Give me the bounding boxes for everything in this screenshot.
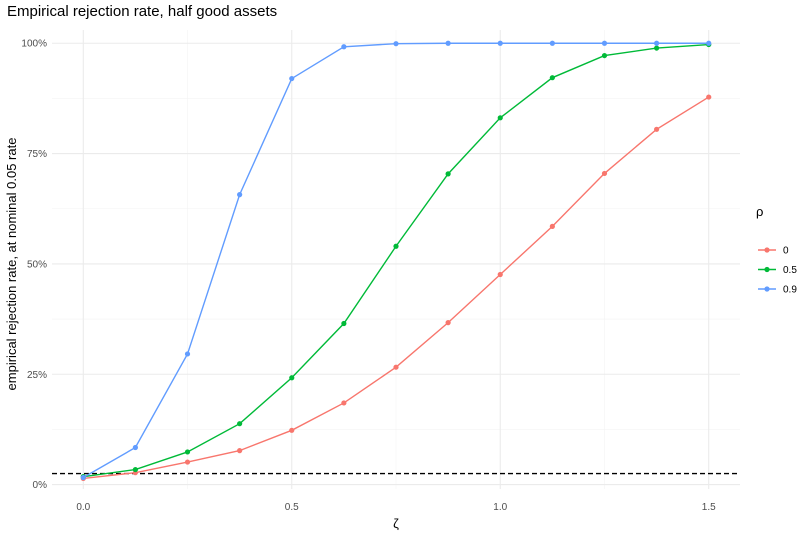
data-point: [549, 223, 555, 229]
data-point: [654, 126, 660, 132]
legend-key-point: [764, 286, 770, 292]
legend-title: ρ: [756, 204, 763, 219]
data-point: [497, 115, 503, 121]
legend-label: 0: [783, 246, 789, 257]
legend-label: 0.9: [783, 285, 797, 296]
series-0.9: [80, 40, 712, 481]
legend-key-point: [764, 247, 770, 253]
data-point: [393, 364, 399, 370]
data-point: [445, 40, 451, 46]
x-axis-title: ζ: [393, 516, 399, 531]
data-point: [706, 94, 712, 100]
data-point: [601, 170, 608, 177]
legend-item-0: 0: [758, 246, 789, 257]
x-tick-label: 0.5: [285, 502, 299, 513]
data-point: [654, 40, 660, 46]
legend-item-0.9: 0.9: [758, 285, 797, 296]
data-point: [393, 243, 399, 249]
data-point: [289, 375, 295, 381]
data-point: [341, 44, 347, 50]
data-point: [549, 40, 555, 46]
y-tick-label: 0%: [33, 480, 48, 491]
data-point: [445, 320, 451, 326]
data-point: [132, 466, 138, 473]
data-point: [132, 444, 138, 451]
legend-key-point: [764, 266, 770, 273]
x-tick-label: 1.5: [702, 502, 716, 513]
series-group: [80, 40, 712, 482]
legend: ρ 0 0.5 0.9: [756, 204, 797, 296]
data-point: [445, 171, 451, 177]
y-tick-label: 25%: [27, 370, 47, 381]
series-0: [80, 94, 712, 482]
data-point: [706, 40, 712, 46]
data-point: [237, 192, 243, 198]
data-point: [184, 449, 191, 455]
y-axis-title: empirical rejection rate, at nominal 0.0…: [4, 138, 19, 391]
data-point: [184, 459, 191, 465]
legend-items: 0 0.5 0.9: [758, 246, 797, 296]
data-point: [497, 271, 503, 278]
data-point: [341, 320, 347, 327]
chart-title: Empirical rejection rate, half good asse…: [7, 3, 277, 20]
data-point: [237, 448, 243, 454]
y-tick-label: 100%: [21, 39, 47, 50]
data-point: [654, 45, 660, 51]
legend-item-0.5: 0.5: [758, 265, 797, 276]
legend-label: 0.5: [783, 265, 797, 276]
y-axis-ticks: 0% 25% 50% 75% 100%: [21, 39, 47, 491]
data-point: [549, 75, 555, 81]
data-point: [184, 351, 191, 357]
data-point: [497, 40, 503, 46]
y-tick-label: 50%: [27, 259, 47, 270]
x-axis-ticks: 0.0 0.5 1.0 1.5: [76, 502, 716, 513]
data-point: [80, 474, 86, 481]
x-tick-label: 1.0: [493, 502, 507, 513]
data-point: [237, 421, 243, 427]
y-tick-label: 75%: [27, 149, 47, 160]
data-point: [341, 400, 347, 406]
data-point: [289, 75, 295, 82]
data-point: [601, 40, 608, 46]
x-tick-label: 0.0: [76, 502, 90, 513]
data-point: [289, 427, 295, 433]
data-point: [601, 52, 608, 59]
grid: [52, 30, 740, 489]
data-point: [393, 41, 399, 47]
